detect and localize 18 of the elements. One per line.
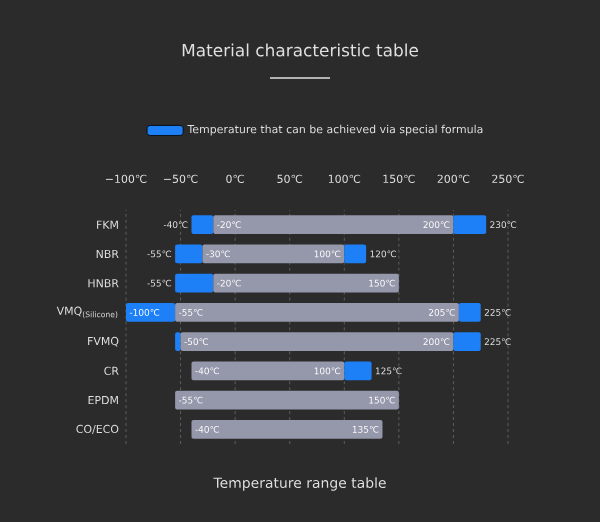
bar [213,273,399,293]
bar [191,361,345,381]
bar [344,244,367,264]
bar [180,332,454,351]
bar [213,215,454,234]
bar [458,303,481,322]
bar [202,244,345,264]
bar [175,244,203,264]
bar [453,215,487,234]
chart-title: Material characteristic table [182,43,419,57]
bar [344,361,372,381]
bar [175,303,459,322]
bar [126,303,176,322]
bar [175,273,214,293]
bar [175,390,399,410]
bar [453,332,481,351]
bar [191,215,214,234]
bar [191,420,383,439]
